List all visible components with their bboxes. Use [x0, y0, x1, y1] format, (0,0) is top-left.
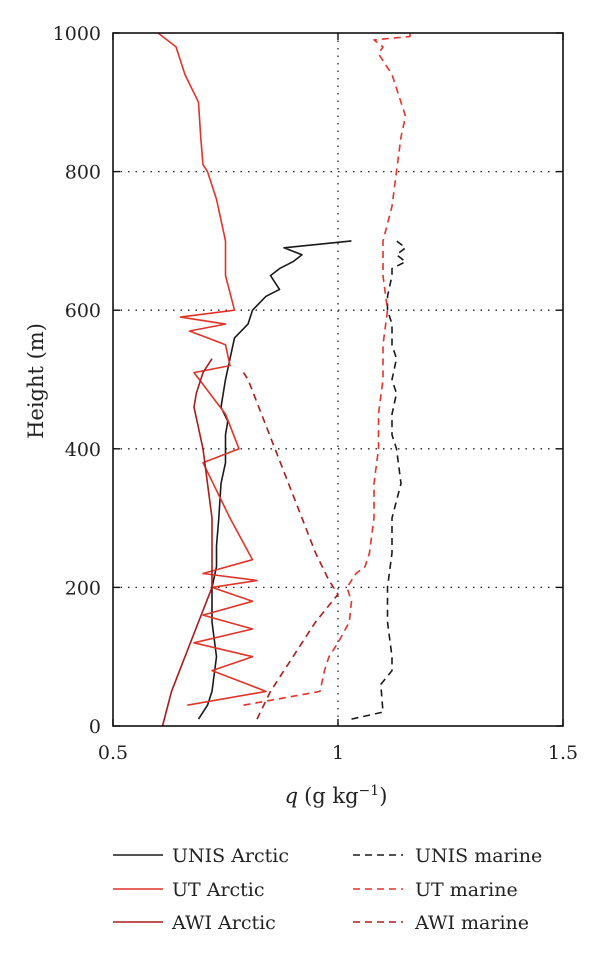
- series-line-unis-marine: [351, 240, 407, 720]
- y-tick-label: 400: [65, 439, 101, 461]
- grid-lines: [113, 33, 563, 726]
- series-lines: [157, 32, 411, 727]
- y-tick-label: 0: [89, 716, 101, 738]
- y-tick-label: 200: [65, 577, 101, 599]
- legend-label-unis-marine: UNIS marine: [415, 845, 542, 867]
- legend-label-awi-marine: AWI marine: [414, 912, 529, 934]
- x-axis-unit-exponent: −1: [359, 783, 380, 799]
- legend-label-awi-arctic: AWI Arctic: [171, 912, 276, 934]
- axis-ticks: 0.5 1 1.5 0 200 400 600 800 1000: [53, 23, 578, 764]
- legend-label-unis-arctic: UNIS Arctic: [172, 845, 289, 867]
- x-axis-label: q (g kg−1): [285, 783, 388, 808]
- series-line-awi-marine: [242, 372, 339, 720]
- x-axis-unit: (g kg: [304, 784, 358, 808]
- series-line-ut-marine: [243, 33, 411, 706]
- x-axis-unit-close: ): [379, 784, 387, 808]
- y-tick-label: 1000: [53, 23, 101, 45]
- y-axis-label: Height (m): [24, 323, 48, 439]
- x-tick-label: 1.5: [548, 742, 578, 764]
- series-line-awi-arctic: [161, 358, 213, 727]
- x-tick-label: 0.5: [98, 742, 128, 764]
- x-axis-symbol: q: [285, 784, 298, 808]
- legend: UNIS Arctic UT Arctic AWI Arctic UNIS marin…: [113, 845, 542, 934]
- series-line-ut-arctic: [157, 32, 267, 706]
- y-tick-label: 800: [65, 162, 101, 184]
- y-tick-label: 600: [65, 300, 101, 322]
- legend-label-ut-marine: UT marine: [415, 879, 518, 901]
- legend-label-ut-arctic: UT Arctic: [172, 879, 265, 901]
- x-tick-label: 1: [332, 742, 344, 764]
